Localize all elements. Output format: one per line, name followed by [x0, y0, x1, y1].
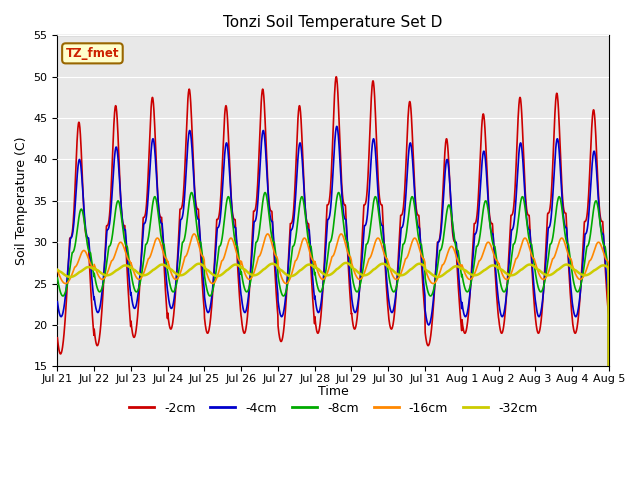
Title: Tonzi Soil Temperature Set D: Tonzi Soil Temperature Set D [223, 15, 443, 30]
X-axis label: Time: Time [317, 385, 349, 398]
Text: TZ_fmet: TZ_fmet [66, 47, 119, 60]
Legend: -2cm, -4cm, -8cm, -16cm, -32cm: -2cm, -4cm, -8cm, -16cm, -32cm [124, 396, 542, 420]
Y-axis label: Soil Temperature (C): Soil Temperature (C) [15, 137, 28, 265]
